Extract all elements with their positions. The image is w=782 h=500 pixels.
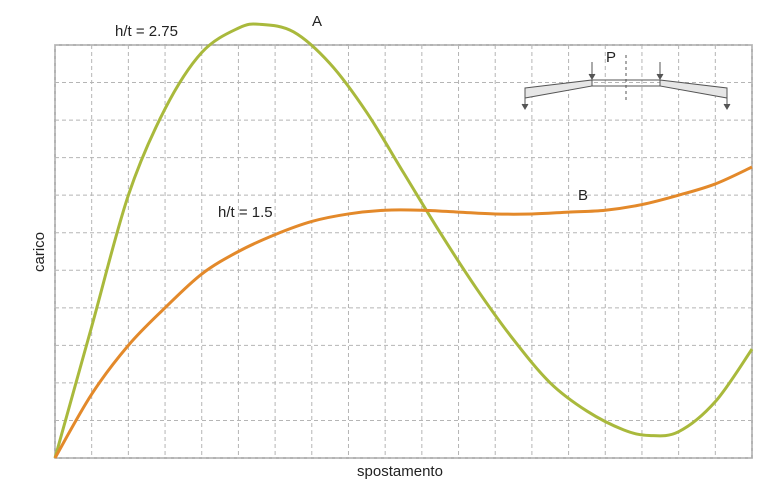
series-label: A [312,13,322,30]
series-name: h/t = 1.5 [218,204,273,221]
annotation: P [606,49,616,66]
grid [54,44,753,459]
line [53,22,754,459]
beam-diagram [521,55,731,110]
curves [53,22,754,459]
plot-frame [54,44,753,459]
x-axis-label: spostamento [357,463,443,480]
series-name: h/t = 2.75 [115,23,178,40]
line [53,165,753,459]
y-axis-label: carico [31,232,48,272]
series-label: B [578,187,588,204]
